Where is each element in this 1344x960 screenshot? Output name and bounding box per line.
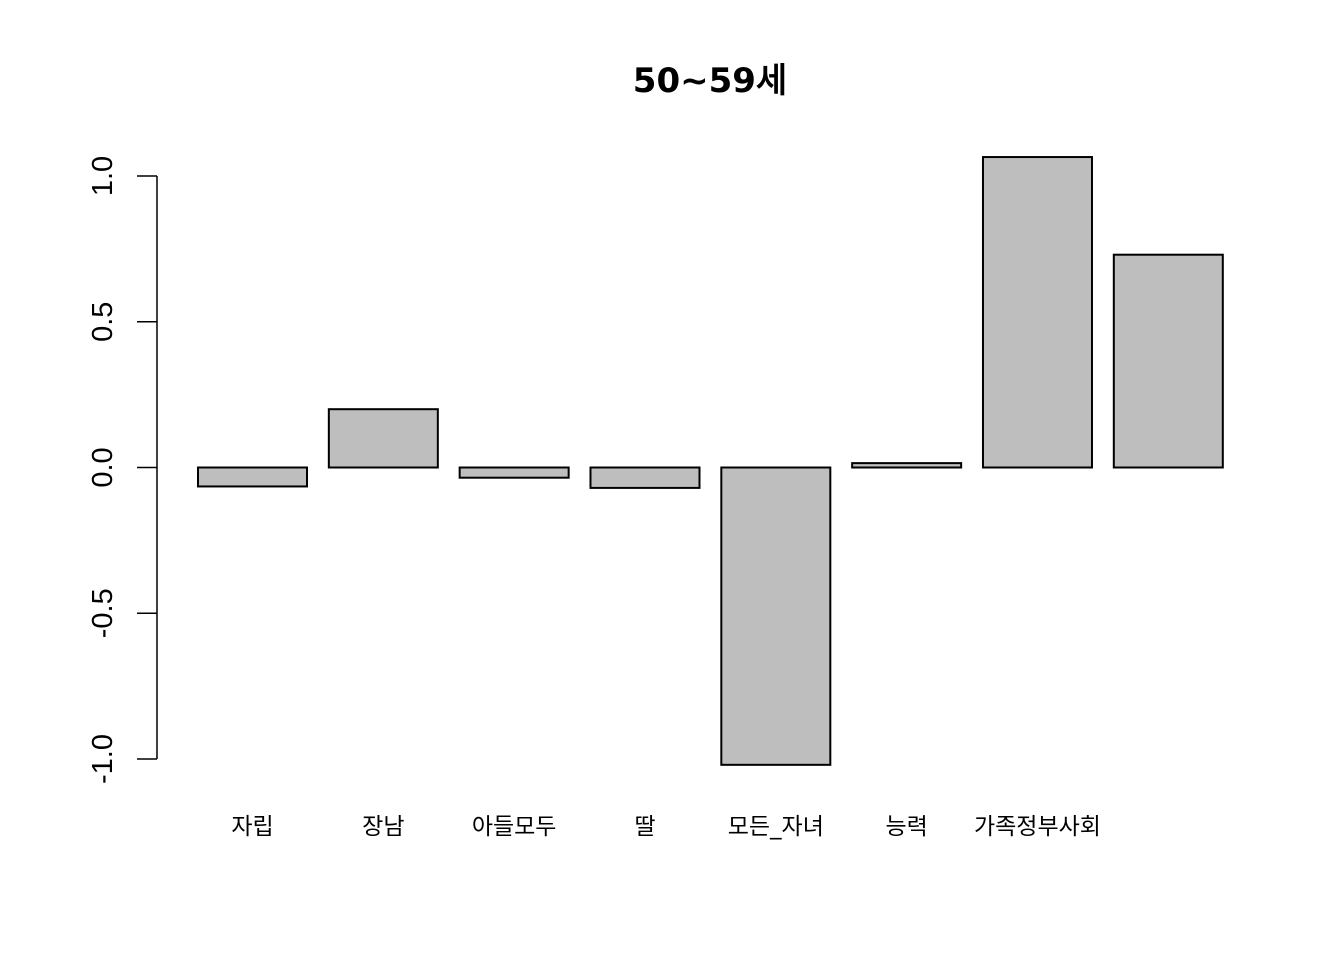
y-tick-label: 0.0	[87, 447, 119, 487]
y-tick-label: -0.5	[87, 588, 119, 638]
bars-group	[197, 156, 1224, 766]
x-category-label: 아들모두	[472, 814, 557, 840]
x-category-label: 모든_자녀	[728, 814, 824, 840]
bar	[981, 156, 1093, 469]
bar	[197, 466, 308, 488]
bar	[720, 466, 832, 766]
bar	[1112, 253, 1224, 469]
x-category-label: 자립	[231, 814, 273, 840]
x-category-label: 능력	[885, 814, 927, 840]
x-category-label: 장남	[362, 814, 404, 840]
y-tick-label: 1.0	[87, 156, 119, 196]
bar	[589, 466, 701, 489]
y-tick-label: -1.0	[87, 734, 119, 784]
y-tick-label: 0.5	[87, 302, 119, 342]
x-category-label: 가족정부사회	[974, 814, 1101, 840]
bar	[851, 462, 963, 469]
x-category-label: 딸	[634, 814, 655, 840]
chart-title: 50~59세	[633, 61, 787, 101]
x-axis-labels: 자립 장남 아들모두 딸 모든_자녀 능력 가족정부사회	[231, 814, 1101, 840]
y-axis-ticks: -1.0 -0.5 0.0 0.5 1.0	[87, 156, 157, 784]
bar	[327, 408, 439, 469]
bar	[458, 466, 570, 479]
